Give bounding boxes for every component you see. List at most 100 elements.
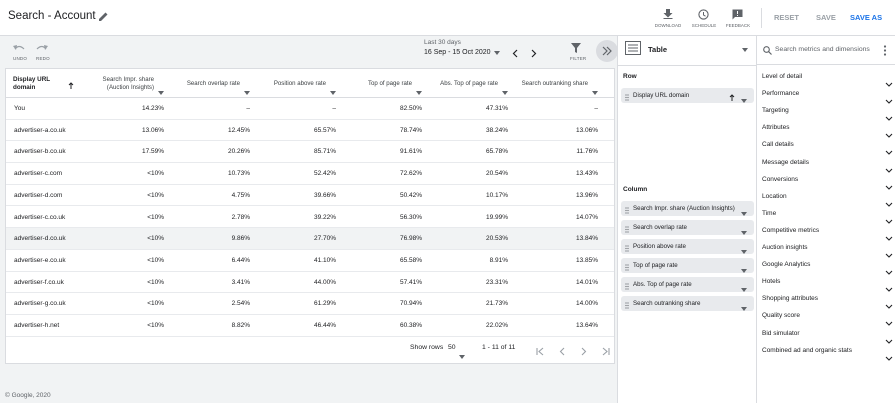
expand-icon[interactable] <box>885 313 893 331</box>
chip-menu-icon[interactable] <box>741 226 747 241</box>
column-header[interactable]: Display URL domain <box>13 76 50 91</box>
more-menu[interactable] <box>883 45 887 56</box>
category[interactable]: Attributes <box>762 124 790 132</box>
field-chip[interactable]: Abs. Top of page rate <box>621 277 754 292</box>
drag-handle[interactable] <box>625 243 629 258</box>
field-chip[interactable]: Position above rate <box>621 239 754 254</box>
download-icon[interactable] <box>663 9 673 19</box>
category[interactable]: Google Analytics <box>762 261 811 269</box>
expand-icon[interactable] <box>885 142 893 160</box>
expand-icon[interactable] <box>885 194 893 212</box>
expand-icon[interactable] <box>885 177 893 195</box>
chip-menu-icon[interactable] <box>741 94 747 109</box>
column-header[interactable]: Search overlap rate <box>186 80 240 87</box>
column-menu-icon[interactable] <box>592 82 598 100</box>
collapse-panel-button[interactable] <box>596 40 618 62</box>
category[interactable]: Conversions <box>762 175 799 183</box>
category[interactable]: Bid simulator <box>762 329 800 337</box>
column-menu-icon[interactable] <box>416 82 422 100</box>
category[interactable]: Auction insights <box>762 244 808 251</box>
prev-period[interactable] <box>512 49 518 58</box>
page-nav[interactable] <box>602 343 610 361</box>
chip-menu-icon[interactable] <box>741 302 747 317</box>
chip-menu-icon[interactable] <box>741 245 747 260</box>
filter-icon[interactable] <box>571 43 581 53</box>
sort-icon[interactable] <box>729 92 735 107</box>
field-chip[interactable]: Search overlap rate <box>621 220 754 235</box>
field-chip[interactable]: Top of page rate <box>621 258 754 273</box>
page-nav[interactable] <box>558 343 566 361</box>
redo-icon[interactable] <box>36 44 48 52</box>
column-header[interactable]: Abs. Top of page rate <box>440 80 498 87</box>
feedback-icon[interactable] <box>732 9 743 20</box>
chip-menu-icon[interactable] <box>741 207 747 222</box>
field-chip[interactable]: Search Impr. share (Auction Insights) <box>621 201 754 216</box>
category[interactable]: Combined ad and organic stats <box>762 346 852 354</box>
search-input[interactable]: Search metrics and dimensions <box>775 46 870 53</box>
schedule-icon[interactable] <box>698 9 709 20</box>
view-dropdown-icon[interactable] <box>742 48 748 52</box>
column-menu-icon[interactable] <box>330 82 336 100</box>
expand-icon[interactable] <box>885 228 893 246</box>
column-menu-icon[interactable] <box>158 82 164 100</box>
category[interactable]: Shopping attributes <box>762 295 819 303</box>
undo-label[interactable]: UNDO <box>13 56 28 61</box>
action-label[interactable]: DOWNLOAD <box>654 23 682 28</box>
expand-icon[interactable] <box>885 108 893 126</box>
expand-icon[interactable] <box>885 279 893 297</box>
column-header[interactable]: Search outranking share <box>521 80 588 87</box>
rows-per-page[interactable]: 50 <box>448 343 456 351</box>
header-button[interactable]: RESET <box>774 13 800 22</box>
page-nav[interactable] <box>580 343 588 361</box>
expand-icon[interactable] <box>885 296 893 314</box>
category[interactable]: Performance <box>762 90 800 98</box>
category[interactable]: Level of detail <box>762 73 803 80</box>
expand-icon[interactable] <box>885 262 893 280</box>
filter-label[interactable]: FILTER <box>570 56 587 61</box>
column-header[interactable]: Search Impr. share (Auction Insights) <box>102 76 154 91</box>
drag-handle[interactable] <box>625 224 629 239</box>
category[interactable]: Call details <box>762 141 794 149</box>
column-menu-icon[interactable] <box>244 82 250 100</box>
category[interactable]: Location <box>762 192 787 200</box>
expand-icon[interactable] <box>885 331 893 349</box>
drag-handle[interactable] <box>625 205 629 220</box>
redo-label[interactable]: REDO <box>36 56 50 61</box>
expand-icon[interactable] <box>885 91 893 109</box>
drag-handle[interactable] <box>625 281 629 296</box>
date-dropdown-icon[interactable] <box>494 51 500 56</box>
chip-menu-icon[interactable] <box>741 264 747 279</box>
field-chip[interactable]: Display URL domain <box>621 88 754 103</box>
edit-title-icon[interactable] <box>98 11 109 22</box>
field-chip[interactable]: Search outranking share <box>621 296 754 311</box>
drag-handle[interactable] <box>625 300 629 315</box>
category[interactable]: Time <box>762 209 777 217</box>
expand-icon[interactable] <box>885 211 893 229</box>
category[interactable]: Message details <box>762 158 809 166</box>
column-header[interactable]: Position above rate <box>273 80 326 87</box>
category[interactable]: Competitive metrics <box>762 226 820 234</box>
sort-icon[interactable] <box>68 76 74 94</box>
undo-icon[interactable] <box>13 44 25 52</box>
page-nav[interactable] <box>536 343 544 361</box>
expand-icon[interactable] <box>885 348 893 366</box>
date-range[interactable]: 16 Sep - 15 Oct 2020 <box>424 49 491 56</box>
action-label[interactable]: FEEDBACK <box>725 23 751 28</box>
column-menu-icon[interactable] <box>502 82 508 100</box>
view-selector[interactable]: Table <box>648 45 668 54</box>
next-period[interactable] <box>531 49 537 58</box>
action-label[interactable]: SCHEDULE <box>691 23 717 28</box>
category[interactable]: Quality score <box>762 312 800 320</box>
expand-icon[interactable] <box>885 125 893 143</box>
drag-handle[interactable] <box>625 262 629 277</box>
category[interactable]: Targeting <box>762 107 789 115</box>
expand-icon[interactable] <box>885 245 893 263</box>
header-button[interactable]: SAVE AS <box>850 13 883 22</box>
category[interactable]: Hotels <box>762 278 781 286</box>
expand-icon[interactable] <box>885 160 893 178</box>
column-header[interactable]: Top of page rate <box>367 80 412 87</box>
rows-dropdown-icon[interactable] <box>459 346 465 364</box>
expand-icon[interactable] <box>885 74 893 92</box>
drag-handle[interactable] <box>625 92 629 107</box>
header-button[interactable]: SAVE <box>816 13 836 22</box>
